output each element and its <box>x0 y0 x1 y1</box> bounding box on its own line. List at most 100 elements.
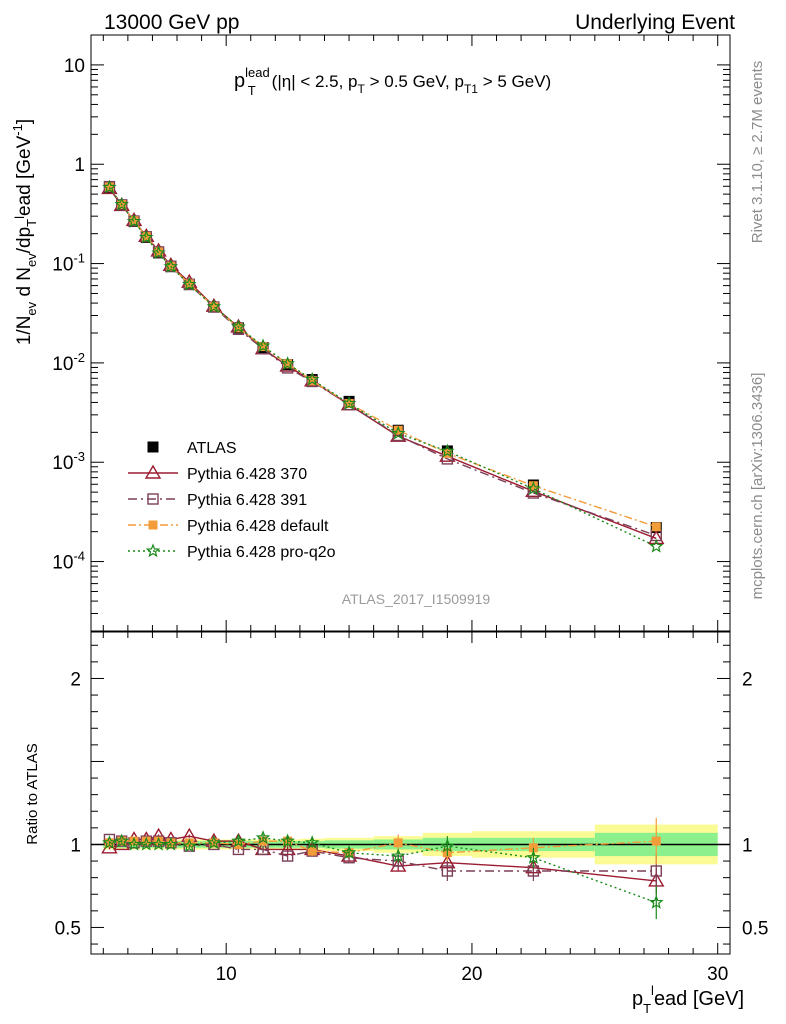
ratio-point-proq2o <box>390 848 406 863</box>
y-tick-label: 10-3 <box>52 449 85 474</box>
plot-title: plead T (|η| < 2.5, pT > 0.5 GeV, pT1 > 5 … <box>234 65 551 98</box>
point-proq2o <box>206 299 222 313</box>
point-proq2o <box>151 245 166 260</box>
ratio-point-default <box>307 846 317 856</box>
ratio-point-proq2o <box>648 894 664 909</box>
main-ylabel-exp: -1 <box>10 124 25 136</box>
x-tick-label: 30 <box>707 964 728 985</box>
y-tick-exp: -1 <box>73 251 85 266</box>
ratio-point-proq2o <box>151 836 166 851</box>
y-tick-exp: -4 <box>73 549 85 564</box>
legend-label-p391: Pythia 6.428 391 <box>187 492 307 509</box>
ratio-point-proq2o <box>126 836 142 851</box>
ratio-point-proq2o <box>255 830 271 845</box>
header-left: 13000 GeV pp <box>104 11 239 34</box>
point-default <box>651 522 661 532</box>
line-default <box>108 186 657 528</box>
point-default <box>307 376 317 386</box>
legend-label-default: Pythia 6.428 default <box>187 518 329 535</box>
line-proq2o <box>108 186 657 548</box>
ratio-point-proq2o <box>341 845 357 859</box>
ratio-y-tick-label: 1 <box>70 835 81 856</box>
point-proq2o <box>390 425 406 440</box>
ratio-point-default <box>393 838 403 848</box>
line-p370 <box>108 188 657 540</box>
y-tick-base: 10 <box>52 553 73 574</box>
point-proq2o <box>102 179 117 194</box>
y-tick-exp: -3 <box>73 449 85 464</box>
main-ylabel-d: ead [GeV <box>14 135 35 216</box>
title-cuts-2: > 0.5 GeV, p <box>365 72 464 91</box>
point-proq2o <box>440 443 455 458</box>
mcplots-label: mcplots.cern.ch [arXiv:1306.3436] <box>749 373 766 600</box>
y-tick-base: 10 <box>52 354 73 375</box>
title-sub-3: T1 <box>464 82 478 96</box>
ratio-point-proq2o <box>102 835 117 849</box>
y-tick-label: 10-2 <box>52 350 85 375</box>
title-cuts-3: > 5 GeV) <box>478 72 551 91</box>
xlabel-T: T <box>643 1001 651 1016</box>
ratio-y-tick-label-right: 1 <box>742 835 753 856</box>
ratio-y-tick-label-right: 2 <box>742 669 753 690</box>
main-ylabel-e: ] <box>14 119 35 124</box>
point-proq2o <box>648 538 664 553</box>
point-proq2o <box>280 356 295 370</box>
main-ylabel-ev: ev <box>24 301 39 315</box>
ratio-point-proq2o <box>163 836 179 851</box>
y-tick-label: 10 <box>64 56 85 77</box>
x-axis-label: pTlead [GeV] <box>632 983 744 1016</box>
main-ylabel-c: /dp <box>14 227 35 253</box>
main-ylabel-l: l <box>12 216 27 219</box>
ratio-point-proq2o <box>526 850 541 864</box>
line-p391 <box>108 186 657 537</box>
rivet-label: Rivet 3.1.10, ≥ 2.7M events <box>749 61 766 244</box>
legend-label-proq2o: Pythia 6.428 pro-q2o <box>187 544 336 561</box>
main-ylabel-a: 1/N <box>14 316 35 346</box>
x-tick-label: 10 <box>216 964 237 985</box>
point-proq2o <box>182 276 197 291</box>
ratio-point-proq2o <box>231 833 246 848</box>
point-p370 <box>389 427 407 442</box>
y-tick-base: 10 <box>52 255 73 276</box>
point-proq2o <box>163 259 179 273</box>
ratio-y-tick-label: 0.5 <box>55 918 81 939</box>
y-tick-label: 10-1 <box>52 251 85 276</box>
header-right: Underlying Event <box>575 11 735 34</box>
main-ylabel-b: d N <box>14 267 35 302</box>
ratio-point-p370 <box>389 857 407 872</box>
ratio-frame <box>90 631 731 955</box>
xlabel-rest: ead [GeV] <box>654 988 744 1010</box>
ratio-point-proq2o <box>182 838 197 853</box>
main-ylabel-ev2: ev <box>24 253 39 267</box>
point-proq2o <box>341 395 357 410</box>
ratio-point-proq2o <box>114 833 129 848</box>
legend-marker-p391 <box>147 493 159 505</box>
ratio-point-p391 <box>140 835 152 847</box>
main-ylabel: 1/Nev d Nev/dpTlead [GeV-1] <box>10 119 39 345</box>
point-proq2o <box>126 213 142 228</box>
point-p370 <box>648 530 665 545</box>
ratio-point-p391 <box>650 865 662 877</box>
xlabel-p: p <box>632 988 643 1010</box>
y-tick-base: 10 <box>52 453 73 474</box>
ratio-point-proq2o <box>280 833 295 848</box>
legend-label-p370: Pythia 6.428 370 <box>187 466 307 483</box>
legend-marker-proq2o <box>145 543 161 558</box>
legend: ATLAS Pythia 6.428 370 Pythia 6.428 391 Pyt… <box>128 440 336 561</box>
point-proq2o <box>231 319 246 334</box>
analysis-watermark: ATLAS_2017_I1509919 <box>342 591 491 607</box>
main-panel-content <box>101 179 665 553</box>
ratio-point-default <box>651 836 661 846</box>
legend-marker-atlas <box>147 441 159 453</box>
ratio-point-proq2o <box>206 835 222 849</box>
main-frame <box>90 34 731 632</box>
title-sub-2: T <box>358 82 366 96</box>
ratio-point-p391 <box>441 865 454 877</box>
title-sup: lead <box>245 65 270 80</box>
main-ylabel-T: T <box>24 219 39 227</box>
ratio-point-p391 <box>281 850 294 862</box>
point-proq2o <box>139 229 154 244</box>
ratio-panel-content <box>91 817 730 920</box>
ratio-y-tick-label: 2 <box>70 669 81 690</box>
